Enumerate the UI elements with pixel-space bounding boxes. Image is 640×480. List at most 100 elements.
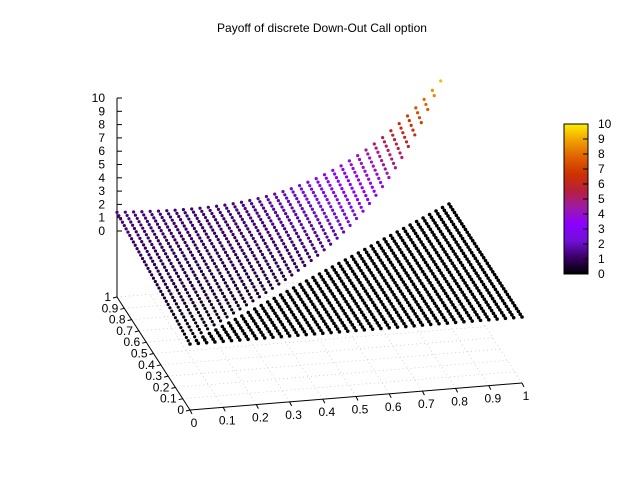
zero-point [401,226,406,231]
surface-point [272,258,276,262]
zero-point [244,334,249,339]
surface-point [241,265,245,270]
surface-point [247,261,252,265]
surface-point [319,224,324,229]
surface-point [172,251,176,255]
zero-point [432,233,436,237]
surface-point [273,275,277,279]
surface-point [177,322,181,326]
zero-point [409,264,413,269]
zero-point [423,219,427,223]
zero-point [311,302,315,307]
surface-point [378,154,382,159]
zero-point [467,233,471,237]
zero-point [457,245,462,250]
zero-point [440,312,444,317]
surface-point [225,223,230,227]
zero-point [293,289,298,293]
surface-point [272,207,276,211]
zero-point [204,340,209,345]
surface-point [329,242,333,246]
zero-point [307,323,311,328]
zero-point [431,245,435,249]
zero-point [286,319,291,323]
surface-point [143,216,148,220]
surface-point [179,295,183,299]
zero-point [456,311,461,316]
zero-point [478,291,483,296]
zero-point [464,310,469,315]
surface-point [207,222,211,226]
surface-point [314,250,318,254]
surface-point [154,219,158,223]
surface-point [247,213,251,217]
zero-point [411,255,416,260]
surface-point [197,219,201,224]
surface-point [235,256,240,260]
zero-point [509,298,513,302]
zero-point [358,307,362,312]
surface-point [202,289,206,294]
zero-point [305,294,310,298]
surface-point [225,284,229,288]
zero-point [414,273,419,277]
surface-point [214,265,218,269]
surface-point [298,238,302,242]
zero-point [495,290,500,295]
zero-point [348,278,352,283]
zero-point [259,303,264,308]
zero-point [422,272,427,277]
surface-point [167,212,171,216]
surface-point [213,278,217,282]
surface-point [316,217,320,222]
surface-point [351,209,355,213]
zero-point [413,312,417,316]
zero-point [440,286,444,290]
zero-point [474,298,478,302]
surface-point [347,159,351,163]
surface-point [252,285,256,289]
zero-point [449,273,454,277]
zero-point [416,249,421,253]
surface-point [156,269,160,273]
zero-point [360,256,364,261]
zero-point [469,277,474,282]
zero-point [385,323,390,327]
zero-point [342,323,346,328]
zero-point [441,247,445,251]
surface-point [191,270,195,274]
zero-point [405,259,409,263]
surface-point [268,265,272,270]
surface-point [264,259,268,263]
y-tick-label: 1 [104,290,111,304]
surface-point [187,325,191,329]
surface-point [205,310,209,314]
surface-point [239,200,244,204]
zero-point [254,310,259,314]
zero-point [486,303,490,307]
surface-point [335,236,339,240]
zero-point [514,306,519,311]
zero-point [355,316,359,321]
surface-point [157,225,161,230]
surface-point [181,329,185,333]
zero-point [360,283,364,288]
surface-point [249,264,253,269]
zero-point [424,302,429,306]
colorbar-tick-label: 5 [598,192,605,206]
zero-point [439,217,444,222]
zero-point [445,267,450,272]
zero-point [397,301,402,305]
zero-point [396,271,400,276]
zero-point [333,282,337,287]
zero-point [303,291,308,295]
surface-point [273,192,277,196]
surface-point [155,222,160,226]
zero-point [354,328,358,333]
zero-point [322,319,326,324]
surface-point [202,259,206,263]
zero-point [235,320,239,325]
zero-point [271,308,275,313]
zero-point [371,288,376,293]
zero-point [277,331,282,336]
